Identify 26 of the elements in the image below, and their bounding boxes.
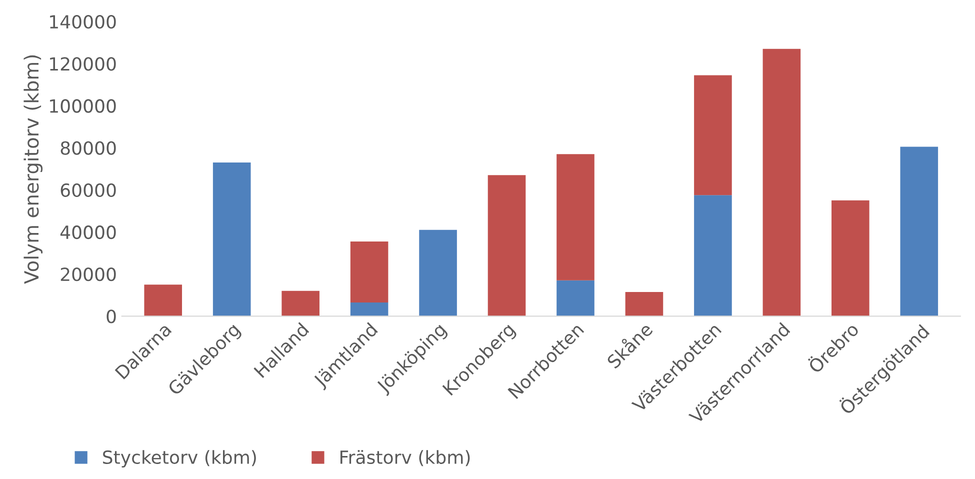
y-tick-label: 0 (106, 310, 116, 324)
bar (556, 154, 594, 280)
bar (625, 292, 664, 316)
y-tick-label: 140000 (50, 15, 116, 29)
legend-label: Frästorv (kbm) (340, 450, 470, 466)
bar (488, 175, 526, 316)
y-tick-label: 40000 (60, 225, 116, 240)
y-tick-label: 80000 (60, 141, 116, 155)
bar (350, 241, 388, 302)
y-tick-label: 120000 (50, 57, 116, 71)
bar (694, 195, 732, 316)
bar (212, 162, 251, 316)
bar (556, 280, 594, 316)
bar (694, 75, 732, 196)
y-tick-label: 100000 (50, 99, 116, 113)
bar (282, 290, 320, 316)
legend-label: Stycketorv (kbm) (103, 450, 256, 468)
y-axis-title: Volym energitorv (kbm) (24, 55, 43, 284)
y-tick-label: 60000 (60, 183, 116, 198)
bar (832, 200, 870, 316)
bar (762, 48, 801, 316)
bar (144, 284, 182, 316)
bar (419, 230, 457, 316)
bar (900, 146, 938, 316)
bar (350, 302, 388, 316)
y-tick-label: 20000 (60, 268, 116, 282)
